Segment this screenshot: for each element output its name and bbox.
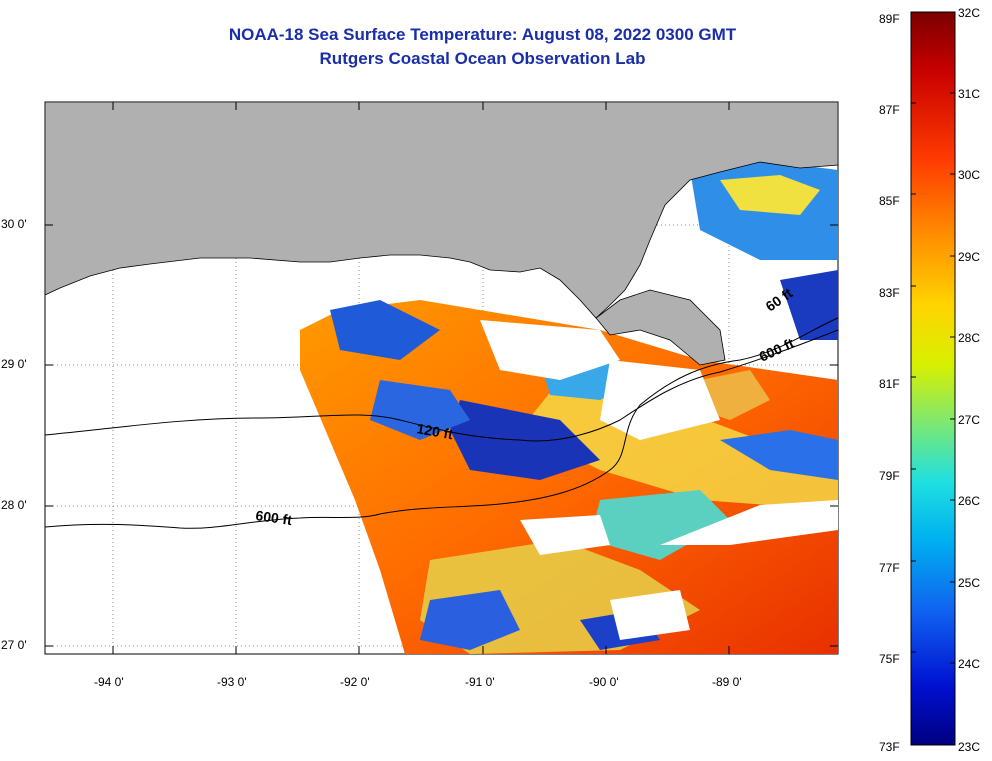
cb-c-26: 26C — [958, 494, 981, 508]
lat-label-28: 28 0' — [1, 498, 27, 512]
map-subtitle: Rutgers Coastal Ocean Observation Lab — [319, 49, 646, 68]
cb-f-85: 85F — [879, 194, 900, 208]
depth-contours — [44, 317, 839, 529]
cb-f-73: 73F — [879, 740, 900, 754]
lat-label-27: 27 0' — [1, 638, 27, 652]
lon-label-94: -94 0' — [94, 675, 124, 689]
map-title: NOAA-18 Sea Surface Temperature: August … — [228, 25, 737, 44]
cb-c-30: 30C — [958, 168, 981, 182]
delta-land — [595, 289, 726, 366]
cb-f-75: 75F — [879, 652, 900, 666]
lon-label-93: -93 0' — [217, 675, 247, 689]
cb-f-87: 87F — [879, 103, 900, 117]
lon-label-90: -90 0' — [589, 675, 619, 689]
lon-label-92: -92 0' — [340, 675, 370, 689]
lat-label-29: 29 0' — [1, 357, 27, 371]
frame-ticks — [45, 102, 838, 654]
cb-c-24: 24C — [958, 657, 981, 671]
sst-swath — [300, 160, 838, 654]
cb-c-32: 32C — [958, 6, 981, 20]
lon-label-89: -89 0' — [712, 675, 742, 689]
colorbar-ticks — [911, 92, 955, 664]
cb-c-29: 29C — [958, 250, 981, 264]
cb-f-77: 77F — [879, 561, 900, 575]
cb-c-27: 27C — [958, 413, 981, 427]
cb-f-81: 81F — [879, 377, 900, 391]
cb-f-83: 83F — [879, 286, 900, 300]
lon-label-91: -91 0' — [465, 675, 495, 689]
cb-f-79: 79F — [879, 469, 900, 483]
land-mass — [44, 101, 839, 319]
cb-f-89: 89F — [879, 12, 900, 26]
cb-c-28: 28C — [958, 331, 981, 345]
cb-c-31: 31C — [958, 87, 981, 101]
cb-c-25: 25C — [958, 576, 981, 590]
contour-label-600ft-west: 600 ft — [255, 507, 294, 528]
colorbar — [910, 11, 956, 746]
contour-label-120ft: 120 ft — [415, 420, 454, 442]
cb-c-23: 23C — [958, 740, 981, 754]
lat-label-30: 30 0' — [1, 217, 27, 231]
